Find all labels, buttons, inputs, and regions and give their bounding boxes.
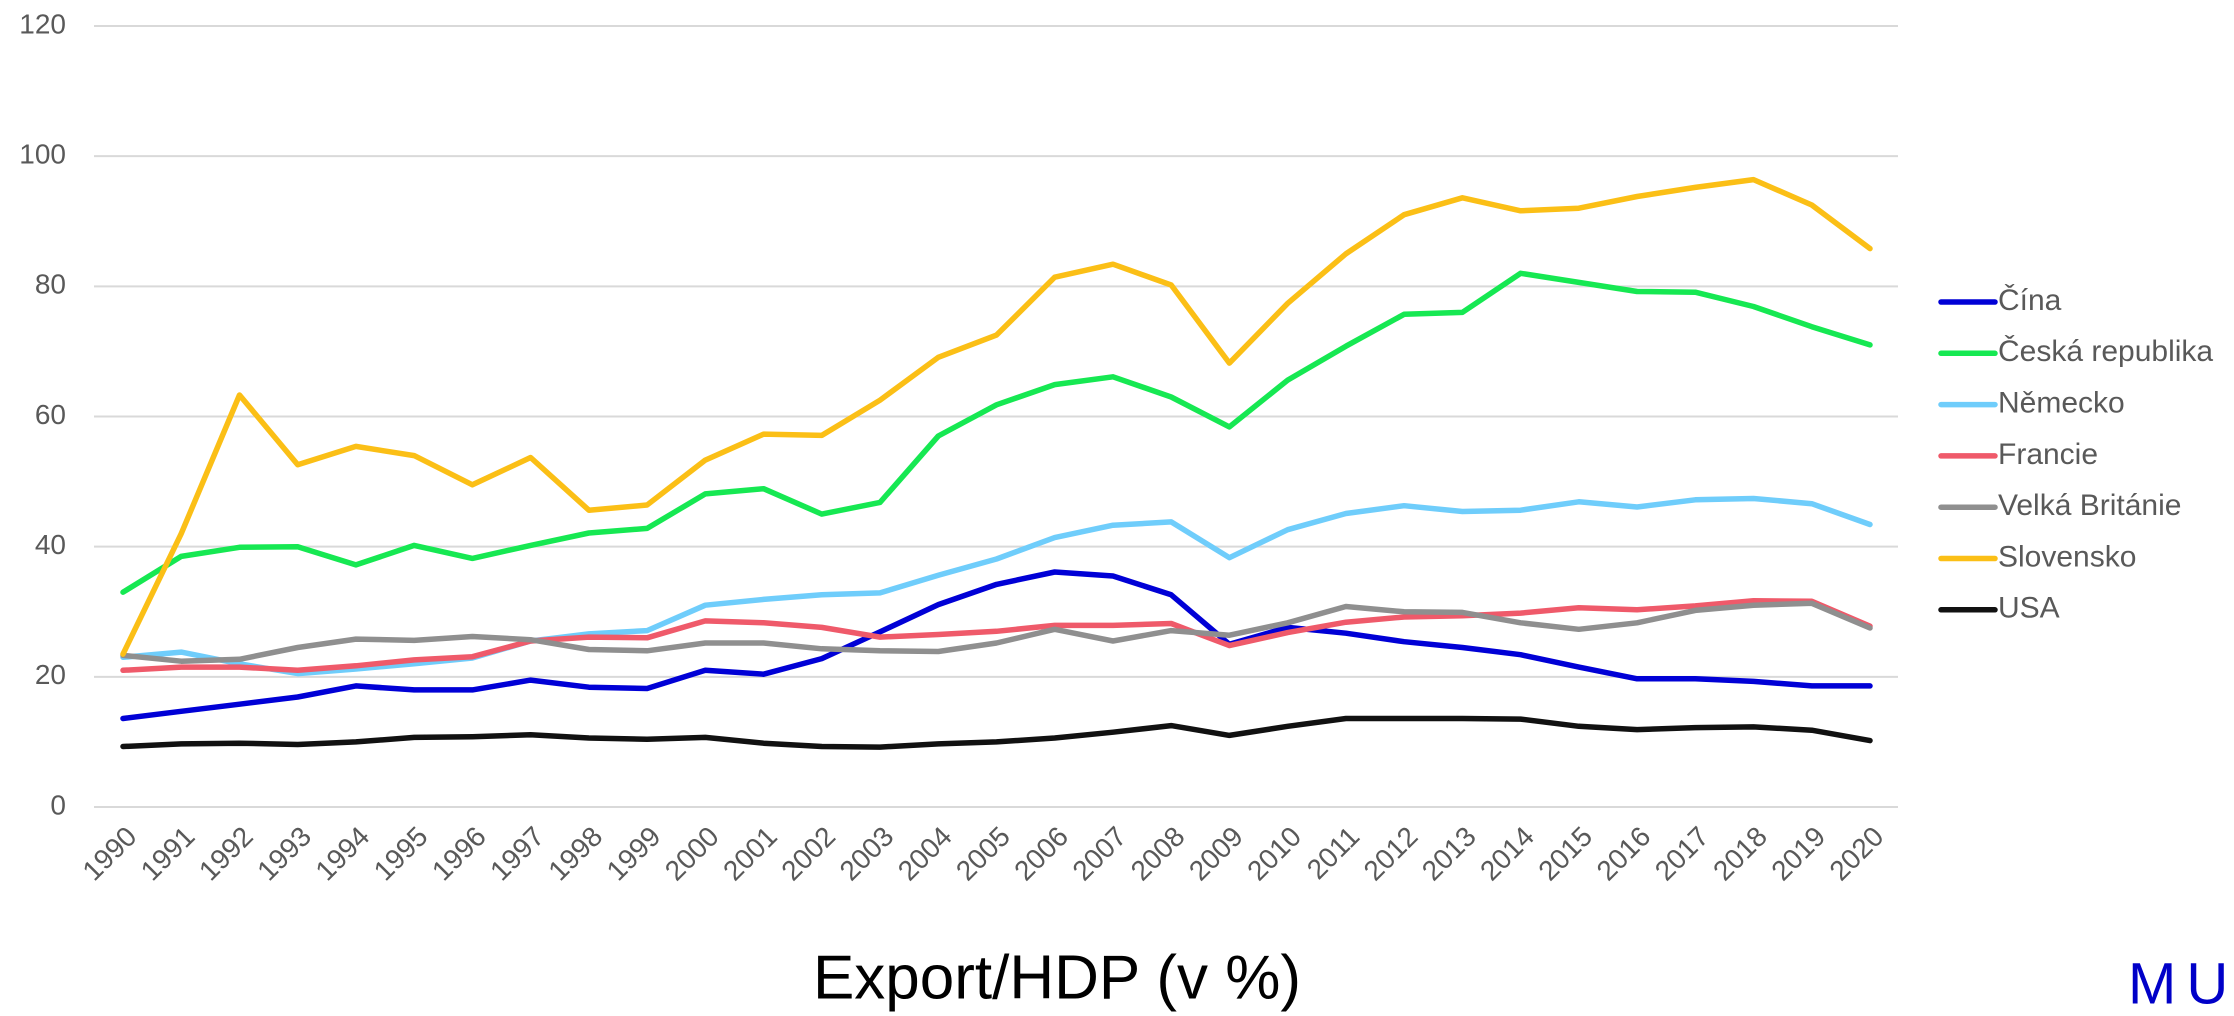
y-tick-label: 60 xyxy=(35,399,66,430)
series-line xyxy=(120,176,1873,657)
series-line xyxy=(120,715,1873,750)
x-tick-label: 1992 xyxy=(193,821,259,887)
x-tick-label: 2009 xyxy=(1183,821,1249,887)
x-tick-label: 2007 xyxy=(1066,821,1132,887)
x-tick-label: 2010 xyxy=(1241,821,1307,887)
x-tick-label: 2008 xyxy=(1125,821,1191,887)
series-line xyxy=(120,569,1873,722)
x-tick-label: 1990 xyxy=(76,821,142,887)
x-tick-label: 1997 xyxy=(484,821,550,887)
y-tick-label: 120 xyxy=(19,8,66,39)
y-tick-label: 80 xyxy=(35,269,66,300)
x-tick-label: 1994 xyxy=(309,821,375,887)
x-tick-label: 1999 xyxy=(601,821,667,887)
x-tick-label: 1996 xyxy=(426,821,492,887)
series-line xyxy=(120,597,1873,674)
y-tick-label: 20 xyxy=(35,659,66,690)
x-tick-label: 2000 xyxy=(659,821,725,887)
x-tick-label: 2003 xyxy=(834,821,900,887)
x-tick-label: 1993 xyxy=(251,821,317,887)
x-tick-label: 2014 xyxy=(1474,821,1540,887)
x-tick-label: 2020 xyxy=(1823,821,1889,887)
x-tick-label: 2015 xyxy=(1532,821,1598,887)
x-tick-label: 2013 xyxy=(1416,821,1482,887)
x-tick-label: 2011 xyxy=(1301,821,1366,886)
x-tick-label: 1991 xyxy=(135,821,201,887)
x-tick-label: 2006 xyxy=(1008,821,1074,887)
x-tick-label: 2017 xyxy=(1649,821,1715,887)
legend-label: Francie xyxy=(1998,438,2098,471)
x-tick-label: 2004 xyxy=(892,821,958,887)
x-tick-label: 2018 xyxy=(1707,821,1773,887)
x-tick-label: 2005 xyxy=(950,821,1016,887)
logo: MU xyxy=(2128,951,2234,1016)
legend-label: Velká Británie xyxy=(1998,489,2181,522)
legend-label: Německo xyxy=(1998,387,2125,420)
series-line xyxy=(120,495,1873,677)
x-tick-label: 1998 xyxy=(542,821,608,887)
legend-label: Čína xyxy=(1998,283,2062,317)
x-tick-label: 1995 xyxy=(368,821,434,887)
legend-label: USA xyxy=(1998,592,2060,625)
x-tick-label: 2016 xyxy=(1591,821,1657,887)
y-tick-label: 40 xyxy=(35,529,66,560)
legend-label: Česká republika xyxy=(1998,334,2213,368)
legend-label: Slovensko xyxy=(1998,540,2136,573)
x-tick-label: 2001 xyxy=(717,821,783,887)
y-tick-label: 100 xyxy=(19,139,66,170)
series-line xyxy=(120,600,1873,664)
series-line xyxy=(120,270,1873,595)
chart-title: Export/HDP (v %) xyxy=(813,943,1301,1012)
x-tick-label: 2002 xyxy=(775,821,841,887)
y-tick-label: 0 xyxy=(50,789,66,820)
x-tick-label: 2019 xyxy=(1765,821,1831,887)
x-tick-label: 2012 xyxy=(1358,821,1424,887)
